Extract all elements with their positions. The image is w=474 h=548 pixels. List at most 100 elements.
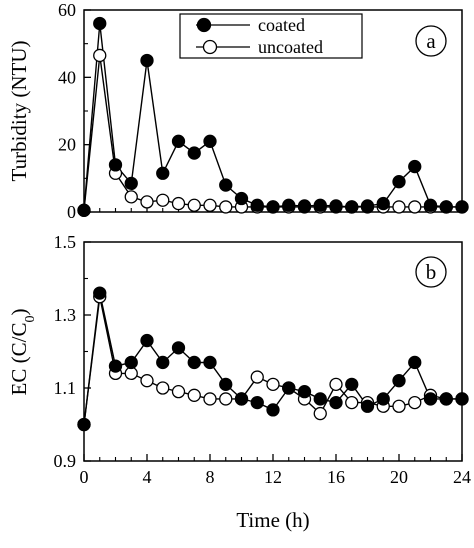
panel-b-point-coated [408,355,422,370]
x-axis-title: Time (h) [236,508,309,532]
panel-b-point-coated [108,359,123,373]
x-tick-label: 4 [143,467,152,487]
panel-a-point-coated [77,203,91,217]
panel-b-y-tick-label: 1.3 [54,305,77,325]
panel-b-point-coated [124,355,138,370]
panel-b-x-axis: 0 4 8 12 16 20 24 [80,454,471,487]
panel-b-y-tick-label: 1.5 [54,232,77,252]
panel-a-y-tick-label: 20 [58,135,76,155]
panel-a-point-coated [93,16,107,31]
panel-a-point-uncoated [171,196,186,211]
panel-a-point-coated [313,198,327,212]
panel-b-point-coated [140,333,154,348]
panel-a-y-axis: 0 20 40 60 [58,0,91,222]
legend-label-uncoated: uncoated [258,37,323,57]
panel-b: 0.9 1.1 1.3 1.5 0 4 8 12 16 20 24 EC (C/C0) Time … [7,232,471,532]
panel-b-point-uncoated [171,384,186,399]
panel-b-point-coated [234,392,249,406]
panel-b-point-coated [345,377,359,392]
panel-b-point-coated [392,374,406,388]
panel-a-point-uncoated [392,200,406,214]
panel-a-point-coated [408,159,422,174]
panel-a-point-coated [266,200,280,214]
panel-a-point-coated [250,198,264,212]
panel-b-point-coated [93,286,107,300]
panel-b-point-coated [156,355,170,370]
panel-a-point-uncoated [219,200,233,214]
panel-a-point-uncoated [93,48,107,63]
panel-a-point-coated [187,146,201,160]
panel-b-y-axis: 0.9 1.1 1.3 1.5 [54,232,91,471]
legend-marker-uncoated [202,39,218,55]
panel-a-point-uncoated [140,195,154,209]
panel-a-point-coated [345,200,359,214]
x-tick-label: 20 [390,467,408,487]
legend-label-coated: coated [258,15,305,35]
panel-b-point-coated [250,395,264,410]
panel-b-point-coated [77,417,91,432]
panel-b-point-coated [282,381,296,395]
panel-a-y-tick-label: 0 [67,202,76,222]
panel-b-frame [83,241,463,462]
panel-a-point-coated [360,199,375,213]
x-tick-label: 8 [206,467,215,487]
panel-b-point-coated [313,392,327,406]
panel-b-point-uncoated [156,381,170,395]
panel-a-point-coated [423,198,438,212]
panel-b-point-coated [423,392,438,406]
panel-a-point-coated [156,166,170,180]
panel-a-point-coated [297,199,312,213]
panel-a-point-coated [203,134,217,148]
panel-a-series-line-uncoated [83,55,462,211]
panel-b-point-coated [266,403,280,417]
panel-b-point-uncoated [140,374,154,388]
panel-a-point-coated [376,196,390,211]
panel-a-point-coated [439,200,453,214]
panel-a-y-tick-label: 40 [58,67,76,87]
panel-b-point-uncoated [313,406,327,421]
panel-a-letter-circle [415,25,447,57]
panel-b-point-uncoated [250,370,264,384]
panel-b-point-coated [360,399,375,413]
x-tick-label: 12 [264,467,282,487]
panel-b-point-coated [187,355,201,370]
panel-b-point-coated [439,392,453,406]
panel-b-point-coated [219,377,233,392]
x-tick-label: 16 [327,467,345,487]
panel-a-point-coated [455,200,469,214]
panel-b-point-uncoated [187,388,201,402]
panel-b-point-uncoated [266,377,280,392]
panel-b-point-uncoated [329,377,343,392]
panel-b-point-coated [171,341,186,355]
panel-b-letter-circle [415,256,447,288]
panel-b-point-uncoated [219,392,233,406]
panel-b-y-tick-label: 1.1 [54,378,77,398]
panel-a-point-uncoated [124,190,138,204]
panel-b-point-coated [455,392,469,406]
panel-a-point-coated [329,199,343,213]
panel-b-point-coated [329,395,343,410]
panel-a-point-coated [234,191,249,206]
panel-a-point-uncoated [408,200,422,214]
panel-a-series [77,16,469,217]
panel-b-y-tick-label: 0.9 [54,451,77,471]
panel-a-point-coated [219,178,233,192]
legend-marker-coated [196,17,212,33]
panel-b-point-coated [376,392,390,406]
panel-a-point-coated [171,134,186,148]
x-tick-label: 0 [80,467,89,487]
panel-b-point-uncoated [203,392,217,406]
panel-a-point-coated [282,198,296,212]
panel-a-y-tick-label: 60 [58,0,76,20]
panel-a-y-axis-title: Turbidity (NTU) [7,41,31,182]
panel-a-point-coated [124,176,138,191]
x-tick-label: 24 [453,467,471,487]
panel-a-point-coated [108,158,123,172]
panel-b-point-uncoated [124,366,138,381]
legend: coated uncoated [179,13,363,59]
panel-a-point-coated [140,53,154,68]
panel-a-point-uncoated [203,198,217,212]
